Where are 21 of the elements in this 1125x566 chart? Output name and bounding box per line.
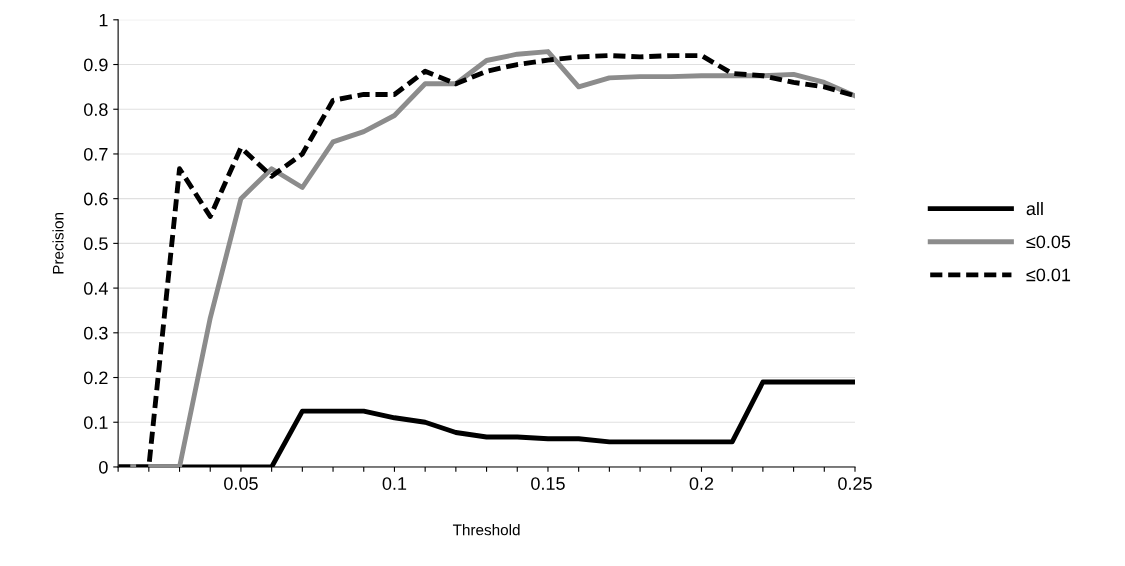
x-tick-label: 0.1 bbox=[382, 477, 407, 490]
y-tick-label: 0.9 bbox=[84, 58, 108, 72]
y-tick-label: 0.5 bbox=[84, 237, 108, 251]
x-tick-label: 0.2 bbox=[689, 477, 714, 490]
legend-label: ≤0.05 bbox=[1026, 235, 1071, 249]
y-tick-label: 0.2 bbox=[84, 371, 108, 385]
y-tick-label: 0.6 bbox=[84, 192, 108, 206]
legend-label: ≤0.01 bbox=[1026, 268, 1071, 282]
x-axis-title: Threshold bbox=[452, 524, 520, 536]
y-tick-label: 0 bbox=[99, 460, 108, 474]
x-tick-label: 0.15 bbox=[531, 477, 565, 490]
y-tick-label: 0.8 bbox=[84, 103, 108, 116]
y-tick-label: 0.4 bbox=[84, 282, 108, 295]
y-axis-title: Precision bbox=[52, 212, 64, 274]
x-tick-label: 0.25 bbox=[838, 477, 872, 490]
y-tick-label: 1 bbox=[99, 13, 108, 27]
y-tick-label: 0.3 bbox=[84, 326, 108, 340]
legend-label: all bbox=[1026, 201, 1043, 216]
y-tick-label: 0.7 bbox=[84, 147, 108, 161]
x-tick-label: 0.05 bbox=[224, 477, 258, 490]
y-tick-label: 0.1 bbox=[84, 416, 108, 429]
